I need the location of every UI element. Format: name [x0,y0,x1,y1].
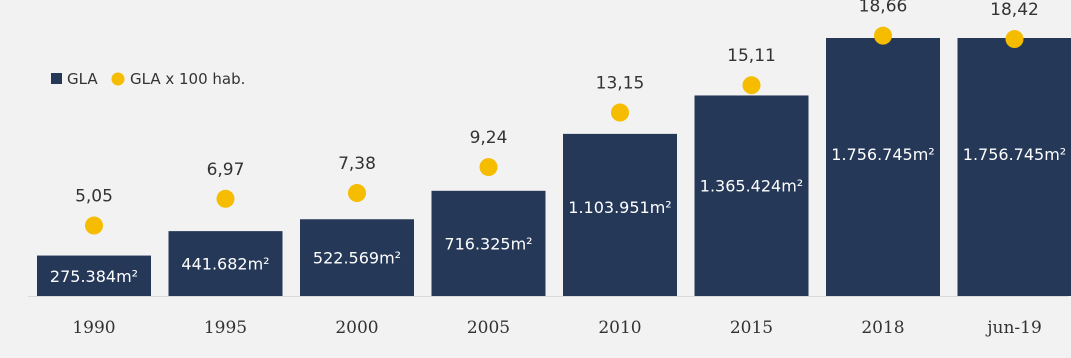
bar-gla-2010 [563,133,677,296]
dot-series-gla-per-100: 5,05 6,97 7,38 9,24 13,15 15,11 18,66 18,42 [75,0,1039,235]
x-tick-label-1990: 1990 [72,318,115,338]
bar-label-gla-1995: 441.682m² [181,255,269,274]
legend-label-gla: GLA [67,70,98,88]
dot-label-gla-per-100-1990: 5,05 [75,187,113,207]
bar-gla-1990 [37,255,151,296]
bar-gla-2005 [431,190,546,296]
x-tick-label-2005: 2005 [467,318,510,338]
dot-label-gla-per-100-2018: 18,66 [859,0,908,17]
x-tick-label-2018: 2018 [861,318,904,338]
dot-gla-per-100-2000 [348,184,366,203]
x-tick-label-jun-19: jun-19 [985,318,1042,338]
dot-label-gla-per-100-2015: 15,11 [727,46,776,66]
x-tick-label-2000: 2000 [335,318,378,338]
bar-label-gla-1990: 275.384m² [50,267,138,286]
legend-label-gla-per-100: GLA x 100 hab. [130,70,245,88]
bar-label-gla-2018: 1.756.745m² [831,145,934,164]
chart-legend: GLA GLA x 100 hab. [51,70,245,88]
x-tick-label-1995: 1995 [204,318,247,338]
dot-gla-per-100-2015 [742,76,761,95]
dot-gla-per-100-1990 [85,216,103,235]
bar-gla-jun-19 [957,38,1071,296]
x-tick-label-2015: 2015 [730,318,773,338]
legend-swatch-gla-per-100 [111,72,125,86]
dot-gla-per-100-2010 [611,103,629,122]
dot-label-gla-per-100-1995: 6,97 [207,160,245,180]
dot-label-gla-per-100-2010: 13,15 [596,74,645,94]
dot-label-gla-per-100-2005: 9,24 [470,128,508,148]
bar-label-gla-2005: 716.325m² [444,234,532,253]
bar-label-gla-2015: 1.365.424m² [700,177,803,196]
bar-series-gla: 275.384m² 441.682m² 522.569m² 716.325m² 1.10… [37,38,1071,296]
x-tick-label-2010: 2010 [598,318,641,338]
bar-gla-2018 [826,38,940,296]
dot-gla-per-100-jun-19 [1005,30,1024,49]
bar-gla-1995 [168,231,283,296]
dot-label-gla-per-100-2000: 7,38 [338,154,376,174]
bar-label-gla-2010: 1.103.951m² [568,198,671,217]
dot-label-gla-per-100-jun-19: 18,42 [990,0,1039,20]
dot-gla-per-100-2005 [479,158,498,177]
x-axis-ticks: 1990 1995 2000 2005 2010 2015 2018 jun-19 [72,318,1041,338]
bar-label-gla-2000: 522.569m² [313,249,401,268]
dot-gla-per-100-1995 [216,189,235,208]
dot-gla-per-100-2018 [874,26,892,45]
bar-gla-2015 [694,95,809,296]
legend-swatch-gla [51,73,62,84]
bar-gla-2000 [300,219,414,296]
bar-label-gla-jun-19: 1.756.745m² [963,145,1066,164]
